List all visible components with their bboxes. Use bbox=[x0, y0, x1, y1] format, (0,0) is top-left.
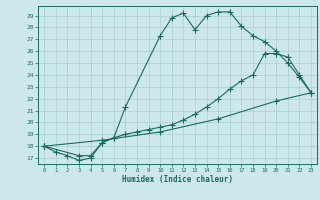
X-axis label: Humidex (Indice chaleur): Humidex (Indice chaleur) bbox=[122, 175, 233, 184]
